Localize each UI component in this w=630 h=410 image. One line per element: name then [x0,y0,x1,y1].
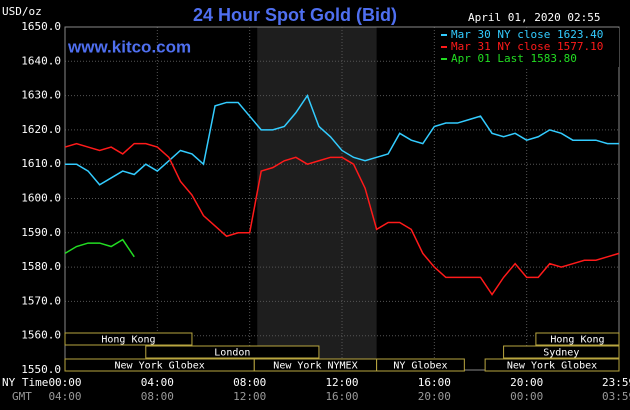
y-tick-label: 1650.0 [21,20,61,33]
session-label: London [214,348,250,359]
x-tick-label: 20:00 [510,376,543,389]
ny-time-label: NY Time [2,376,48,389]
x-tick-label: 04:00 [141,376,174,389]
x-tick-label: 16:00 [418,376,451,389]
legend-label: Apr 01 Last 1583.80 [451,52,577,65]
session-label: New York Globex [114,361,204,372]
y-tick-label: 1620.0 [21,123,61,136]
chart-title: 24 Hour Spot Gold (Bid) [193,5,397,25]
price-line [64,142,620,296]
timestamp: April 01, 2020 02:55 [468,11,600,24]
legend-label: Mar 30 NY close 1623.40 [451,28,603,41]
gmt-tick-label: 08:00 [141,390,174,403]
x-tick-label: 23:59 [602,376,630,389]
gmt-tick-label: 04:00 [48,390,81,403]
y-tick-label: 1550.0 [21,363,61,376]
legend-box [436,28,619,67]
y-tick-label: 1640.0 [21,54,61,67]
y-tick-label: 1610.0 [21,157,61,170]
session-label: Hong Kong [101,335,155,346]
gmt-tick-label: 20:00 [418,390,451,403]
y-tick-label: 1600.0 [21,192,61,205]
x-tick-label: 12:00 [325,376,358,389]
price-line [65,93,619,186]
legend-label: Mar 31 NY close 1577.10 [451,40,603,53]
session-box [535,332,620,346]
unit-label: USD/oz [2,5,42,18]
x-tick-label: 00:00 [48,376,81,389]
session-label: Hong Kong [550,335,604,346]
gmt-tick-label: 16:00 [325,390,358,403]
y-tick-label: 1580.0 [21,260,61,273]
price-line [64,238,135,258]
x-tick-label: 08:00 [233,376,266,389]
gmt-label: GMT [12,390,32,403]
y-tick-label: 1590.0 [21,226,61,239]
session-box [484,358,620,372]
gmt-tick-label: 00:00 [510,390,543,403]
session-label: Sydney [543,348,579,359]
gmt-tick-label: 12:00 [233,390,266,403]
y-tick-label: 1630.0 [21,89,61,102]
y-tick-label: 1570.0 [21,294,61,307]
session-box [503,345,620,359]
session-box [145,345,320,359]
session-label: NY Globex [393,361,447,372]
y-tick-label: 1560.0 [21,329,61,342]
session-box [64,332,193,346]
session-label: New York NYMEX [273,361,357,372]
session-label: New York Globex [507,361,597,372]
session-box [376,358,465,372]
website: www.kitco.com [67,37,191,56]
gmt-tick-label: 03:59 [602,390,630,403]
